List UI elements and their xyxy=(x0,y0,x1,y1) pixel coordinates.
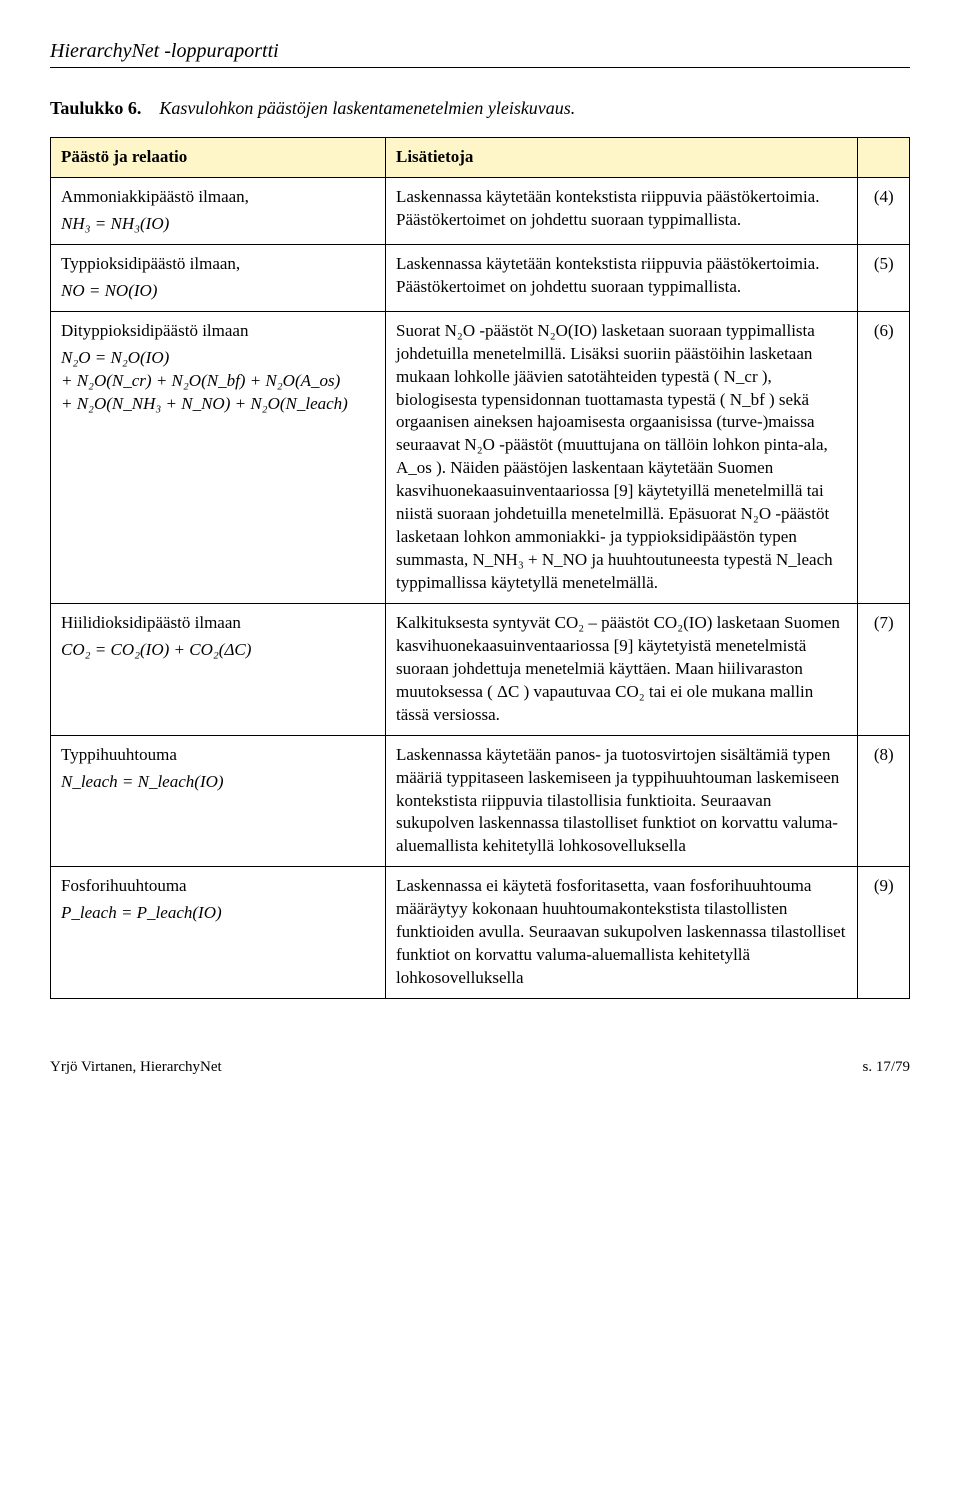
footer-left: Yrjö Virtanen, HierarchyNet xyxy=(50,1059,222,1076)
emission-name: Typpihuuhtouma xyxy=(61,744,375,767)
page-footer: Yrjö Virtanen, HierarchyNet s. 17/79 xyxy=(50,1059,910,1076)
cell-info: Laskennassa ei käytetä fosforitasetta, v… xyxy=(386,867,858,999)
cell-relation: Typpioksidipäästö ilmaan, NO = NO(IO) xyxy=(51,244,386,311)
footer-right: s. 17/79 xyxy=(862,1059,910,1076)
cell-relation: Ammoniakkipäästö ilmaan, NH₃ = NH₃(IO) xyxy=(51,177,386,244)
col-header-num xyxy=(858,138,910,178)
emission-name: Ammoniakkipäästö ilmaan, xyxy=(61,186,375,209)
cell-num: (6) xyxy=(858,311,910,603)
table-row: Fosforihuuhtouma P_leach = P_leach(IO) L… xyxy=(51,867,910,999)
table-row: Ammoniakkipäästö ilmaan, NH₃ = NH₃(IO) L… xyxy=(51,177,910,244)
emission-formula: NO = NO(IO) xyxy=(61,280,375,303)
emissions-table: Päästö ja relaatio Lisätietoja Ammoniakk… xyxy=(50,137,910,999)
cell-num: (5) xyxy=(858,244,910,311)
cell-relation: Fosforihuuhtouma P_leach = P_leach(IO) xyxy=(51,867,386,999)
emission-formula: NH₃ = NH₃(IO) xyxy=(61,213,375,236)
caption-spacer xyxy=(146,98,155,118)
emission-formula: CO₂ = CO₂(IO) + CO₂(ΔC) xyxy=(61,639,375,662)
cell-num: (8) xyxy=(858,735,910,867)
col-header-relation: Päästö ja relaatio xyxy=(51,138,386,178)
caption-text: Kasvulohkon päästöjen laskentamenetelmie… xyxy=(159,98,575,118)
cell-num: (7) xyxy=(858,603,910,735)
cell-info: Suorat N₂O -päästöt N₂O(IO) lasketaan su… xyxy=(386,311,858,603)
caption-label: Taulukko 6. xyxy=(50,98,141,118)
col-header-info: Lisätietoja xyxy=(386,138,858,178)
table-row: Typpioksidipäästö ilmaan, NO = NO(IO) La… xyxy=(51,244,910,311)
emission-name: Fosforihuuhtouma xyxy=(61,875,375,898)
cell-info: Kalkituksesta syntyvät CO₂ – päästöt CO₂… xyxy=(386,603,858,735)
emission-formula: P_leach = P_leach(IO) xyxy=(61,902,375,925)
cell-relation: Typpihuuhtouma N_leach = N_leach(IO) xyxy=(51,735,386,867)
cell-num: (4) xyxy=(858,177,910,244)
page: HierarchyNet -loppuraportti Taulukko 6. … xyxy=(0,0,960,1106)
emission-formula: N_leach = N_leach(IO) xyxy=(61,771,375,794)
emission-name: Typpioksidipäästö ilmaan, xyxy=(61,253,375,276)
table-body: Ammoniakkipäästö ilmaan, NH₃ = NH₃(IO) L… xyxy=(51,177,910,998)
table-caption: Taulukko 6. Kasvulohkon päästöjen lasken… xyxy=(50,98,910,119)
table-row: Typpihuuhtouma N_leach = N_leach(IO) Las… xyxy=(51,735,910,867)
emission-name: Hiilidioksidipäästö ilmaan xyxy=(61,612,375,635)
cell-relation: Hiilidioksidipäästö ilmaan CO₂ = CO₂(IO)… xyxy=(51,603,386,735)
cell-info: Laskennassa käytetään kontekstista riipp… xyxy=(386,177,858,244)
document-header: HierarchyNet -loppuraportti xyxy=(50,40,910,68)
table-row: Hiilidioksidipäästö ilmaan CO₂ = CO₂(IO)… xyxy=(51,603,910,735)
cell-num: (9) xyxy=(858,867,910,999)
table-row: Dityppioksidipäästö ilmaan N₂O = N₂O(IO)… xyxy=(51,311,910,603)
cell-relation: Dityppioksidipäästö ilmaan N₂O = N₂O(IO)… xyxy=(51,311,386,603)
table-head: Päästö ja relaatio Lisätietoja xyxy=(51,138,910,178)
emission-formula: N₂O = N₂O(IO) + N₂O(N_cr) + N₂O(N_bf) + … xyxy=(61,347,375,416)
table-header-row: Päästö ja relaatio Lisätietoja xyxy=(51,138,910,178)
emission-name: Dityppioksidipäästö ilmaan xyxy=(61,320,375,343)
cell-info: Laskennassa käytetään kontekstista riipp… xyxy=(386,244,858,311)
cell-info: Laskennassa käytetään panos- ja tuotosvi… xyxy=(386,735,858,867)
